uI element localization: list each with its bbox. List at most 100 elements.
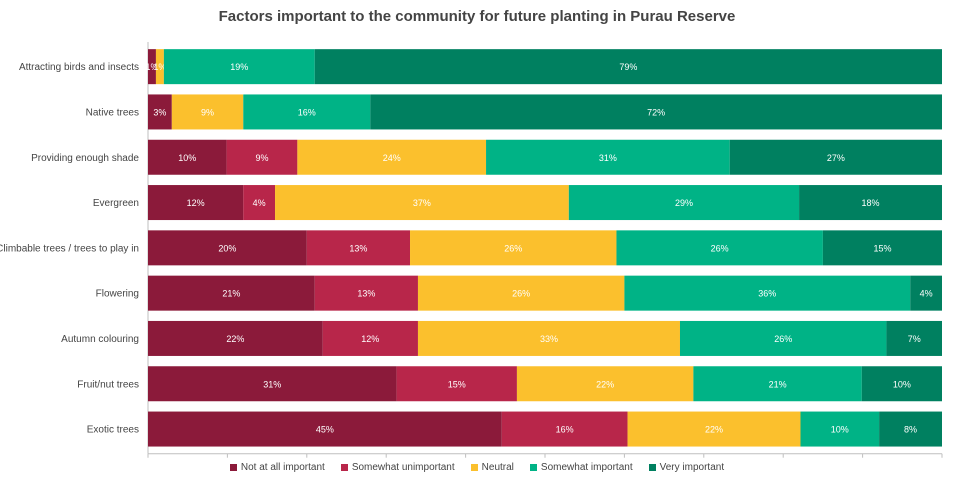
- data-label-fruit-nut-trees-not-at-all-important: 31%: [263, 379, 281, 389]
- bar-climbable-trees-trees-to-play-in-somewhat-important: [616, 230, 823, 266]
- bar-exotic-trees-neutral: [627, 411, 801, 447]
- legend-swatch: [529, 464, 537, 471]
- category-label-autumn-colouring: Autumn colouring: [61, 334, 139, 345]
- bar-providing-enough-shade-not-at-all-important: [148, 139, 227, 175]
- data-label-evergreen-not-at-all-important: 12%: [187, 198, 205, 208]
- legend-label: Very important: [659, 462, 725, 473]
- data-label-flowering-very-important: 4%: [920, 289, 933, 299]
- bar-evergreen-somewhat-important: [568, 185, 800, 221]
- data-label-autumn-colouring-neutral: 33%: [540, 334, 558, 344]
- data-label-native-trees-neutral: 9%: [201, 107, 214, 117]
- legend-item-somewhat-unimportant: Somewhat unimportant: [340, 462, 455, 473]
- category-label-exotic-trees: Exotic trees: [87, 425, 139, 436]
- category-label-native-trees: Native trees: [86, 107, 139, 118]
- bar-autumn-colouring-neutral: [417, 320, 680, 356]
- data-label-autumn-colouring-very-important: 7%: [908, 334, 921, 344]
- category-label-providing-enough-shade: Providing enough shade: [31, 153, 139, 164]
- data-label-evergreen-very-important: 18%: [862, 198, 880, 208]
- bar-evergreen-neutral: [275, 185, 569, 221]
- bar-flowering-not-at-all-important: [148, 275, 315, 311]
- data-label-attracting-birds-and-insects-neutral: 1%: [153, 62, 166, 72]
- category-label-fruit-nut-trees: Fruit/nut trees: [77, 379, 139, 390]
- legend-swatch: [470, 464, 478, 471]
- chart-plot: Attracting birds and insects 1%1% 19% 79% Na…: [0, 42, 943, 458]
- data-label-flowering-neutral: 26%: [512, 289, 530, 299]
- data-label-native-trees-not-at-all-important: 3%: [153, 107, 166, 117]
- bar-providing-enough-shade-somewhat-unimportant: [226, 139, 298, 175]
- data-label-providing-enough-shade-neutral: 24%: [383, 153, 401, 163]
- category-label-flowering: Flowering: [96, 289, 139, 300]
- legend-item-very-important: Very important: [648, 462, 725, 473]
- legend-label: Neutral: [481, 462, 514, 473]
- data-label-flowering-somewhat-unimportant: 13%: [357, 289, 375, 299]
- bar-attracting-birds-and-insects-not-at-all-important: [148, 49, 156, 85]
- data-label-fruit-nut-trees-somewhat-important: 21%: [769, 379, 787, 389]
- legend-swatch: [648, 464, 656, 471]
- data-label-providing-enough-shade-somewhat-important: 31%: [599, 153, 617, 163]
- bar-fruit-nut-trees-not-at-all-important: [148, 366, 397, 402]
- bar-fruit-nut-trees-somewhat-unimportant: [396, 366, 517, 402]
- bar-fruit-nut-trees-somewhat-important: [693, 366, 862, 402]
- bar-climbable-trees-trees-to-play-in-neutral: [410, 230, 617, 266]
- legend-label: Not at all important: [240, 462, 325, 473]
- legend-swatch: [229, 464, 237, 471]
- data-label-flowering-somewhat-important: 36%: [758, 289, 776, 299]
- data-label-exotic-trees-somewhat-important: 10%: [831, 425, 849, 435]
- bar-native-trees-neutral: [171, 94, 244, 130]
- bar-evergreen-not-at-all-important: [148, 185, 244, 221]
- data-label-exotic-trees-not-at-all-important: 45%: [316, 425, 334, 435]
- data-label-evergreen-somewhat-unimportant: 4%: [253, 198, 266, 208]
- data-label-climbable-trees-trees-to-play-in-very-important: 15%: [873, 243, 891, 253]
- bar-flowering-very-important: [910, 275, 942, 311]
- data-label-climbable-trees-trees-to-play-in-somewhat-important: 26%: [711, 243, 729, 253]
- data-label-providing-enough-shade-somewhat-unimportant: 9%: [255, 153, 268, 163]
- chart-legend: Not at all important Somewhat unimportant…: [0, 462, 954, 473]
- category-label-climbable-trees-trees-to-play-in: Climbable trees / trees to play in: [0, 243, 139, 254]
- category-label-attracting-birds-and-insects: Attracting birds and insects: [19, 62, 139, 73]
- data-label-autumn-colouring-not-at-all-important: 22%: [226, 334, 244, 344]
- data-label-climbable-trees-trees-to-play-in-somewhat-unimportant: 13%: [349, 243, 367, 253]
- legend-item-not-at-all-important: Not at all important: [229, 462, 325, 473]
- bar-native-trees-not-at-all-important: [148, 94, 172, 130]
- bar-exotic-trees-somewhat-unimportant: [501, 411, 628, 447]
- chart-title: Factors important to the community for f…: [218, 8, 736, 25]
- bar-providing-enough-shade-somewhat-important: [486, 139, 730, 175]
- data-label-native-trees-somewhat-important: 16%: [298, 107, 316, 117]
- bar-autumn-colouring-not-at-all-important: [148, 320, 323, 356]
- bar-attracting-birds-and-insects-somewhat-important: [163, 49, 315, 85]
- bar-fruit-nut-trees-neutral: [516, 366, 694, 402]
- bar-climbable-trees-trees-to-play-in-very-important: [822, 230, 942, 266]
- data-label-exotic-trees-neutral: 22%: [705, 425, 723, 435]
- bar-exotic-trees-somewhat-important: [800, 411, 880, 447]
- bar-evergreen-very-important: [799, 185, 942, 221]
- bar-evergreen-somewhat-unimportant: [243, 185, 276, 221]
- bar-climbable-trees-trees-to-play-in-not-at-all-important: [148, 230, 307, 266]
- data-label-climbable-trees-trees-to-play-in-not-at-all-important: 20%: [218, 243, 236, 253]
- data-label-attracting-birds-and-insects-very-important: 79%: [619, 62, 637, 72]
- category-label-evergreen: Evergreen: [93, 198, 139, 209]
- bar-autumn-colouring-very-important: [886, 320, 942, 356]
- data-label-autumn-colouring-somewhat-unimportant: 12%: [361, 334, 379, 344]
- legend-swatch: [340, 464, 348, 471]
- data-label-native-trees-very-important: 72%: [647, 107, 665, 117]
- bar-providing-enough-shade-neutral: [297, 139, 487, 175]
- legend-label: Somewhat important: [540, 462, 633, 473]
- bar-attracting-birds-and-insects-very-important: [314, 49, 942, 85]
- data-label-climbable-trees-trees-to-play-in-neutral: 26%: [504, 243, 522, 253]
- data-label-providing-enough-shade-not-at-all-important: 10%: [178, 153, 196, 163]
- bar-providing-enough-shade-very-important: [729, 139, 942, 175]
- bar-fruit-nut-trees-very-important: [861, 366, 942, 402]
- legend-item-neutral: Neutral: [470, 462, 514, 473]
- bar-flowering-somewhat-unimportant: [314, 275, 418, 311]
- data-label-providing-enough-shade-very-important: 27%: [827, 153, 845, 163]
- data-label-attracting-birds-and-insects-not-at-all-important: 1%: [145, 62, 158, 72]
- bar-autumn-colouring-somewhat-unimportant: [322, 320, 418, 356]
- bar-autumn-colouring-somewhat-important: [679, 320, 887, 356]
- legend-item-somewhat-important: Somewhat important: [529, 462, 633, 473]
- data-label-evergreen-neutral: 37%: [413, 198, 431, 208]
- bar-attracting-birds-and-insects-neutral: [155, 49, 164, 85]
- bar-exotic-trees-not-at-all-important: [148, 411, 502, 447]
- data-label-attracting-birds-and-insects-somewhat-important: 19%: [230, 62, 248, 72]
- data-label-exotic-trees-somewhat-unimportant: 16%: [556, 425, 574, 435]
